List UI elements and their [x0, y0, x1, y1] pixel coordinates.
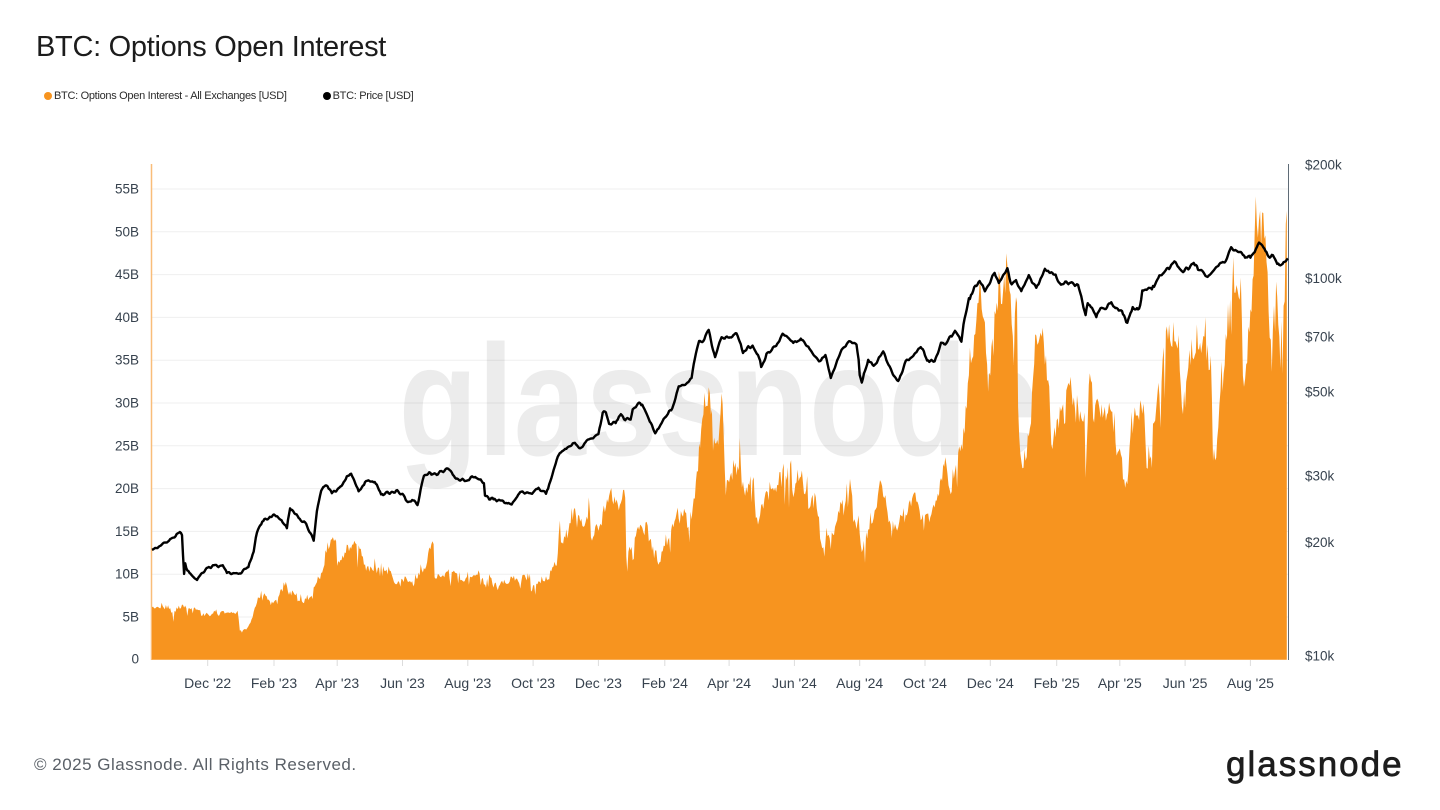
svg-text:$10k: $10k: [1305, 649, 1335, 664]
svg-text:Oct '23: Oct '23: [511, 675, 555, 691]
svg-text:$100k: $100k: [1305, 271, 1342, 286]
svg-text:0: 0: [131, 652, 139, 667]
svg-text:45B: 45B: [115, 267, 139, 282]
svg-text:Apr '23: Apr '23: [315, 675, 359, 691]
svg-text:10B: 10B: [115, 567, 139, 582]
svg-text:50B: 50B: [115, 224, 139, 239]
svg-text:$30k: $30k: [1305, 468, 1335, 483]
svg-text:Jun '25: Jun '25: [1163, 675, 1208, 691]
svg-text:Apr '25: Apr '25: [1098, 675, 1142, 691]
svg-text:Aug '23: Aug '23: [444, 675, 491, 691]
svg-text:Dec '23: Dec '23: [575, 675, 622, 691]
svg-text:$20k: $20k: [1305, 535, 1335, 550]
svg-text:Feb '23: Feb '23: [251, 675, 297, 691]
svg-text:55B: 55B: [115, 182, 139, 197]
svg-text:Feb '25: Feb '25: [1034, 675, 1080, 691]
svg-text:Aug '24: Aug '24: [836, 675, 883, 691]
svg-text:Feb '24: Feb '24: [642, 675, 688, 691]
svg-text:Dec '22: Dec '22: [184, 675, 231, 691]
svg-text:20B: 20B: [115, 481, 139, 496]
svg-text:5B: 5B: [122, 610, 139, 625]
svg-text:Oct '24: Oct '24: [903, 675, 947, 691]
svg-text:Apr '24: Apr '24: [707, 675, 751, 691]
svg-text:Jun '23: Jun '23: [380, 675, 425, 691]
svg-text:25B: 25B: [115, 438, 139, 453]
svg-text:Dec '24: Dec '24: [967, 675, 1014, 691]
svg-text:35B: 35B: [115, 353, 139, 368]
svg-text:30B: 30B: [115, 396, 139, 411]
svg-text:Jun '24: Jun '24: [772, 675, 817, 691]
svg-text:Aug '25: Aug '25: [1227, 675, 1274, 691]
svg-text:15B: 15B: [115, 524, 139, 539]
svg-text:$50k: $50k: [1305, 385, 1335, 400]
svg-text:$200k: $200k: [1305, 157, 1342, 172]
svg-text:$70k: $70k: [1305, 330, 1335, 345]
svg-text:40B: 40B: [115, 310, 139, 325]
